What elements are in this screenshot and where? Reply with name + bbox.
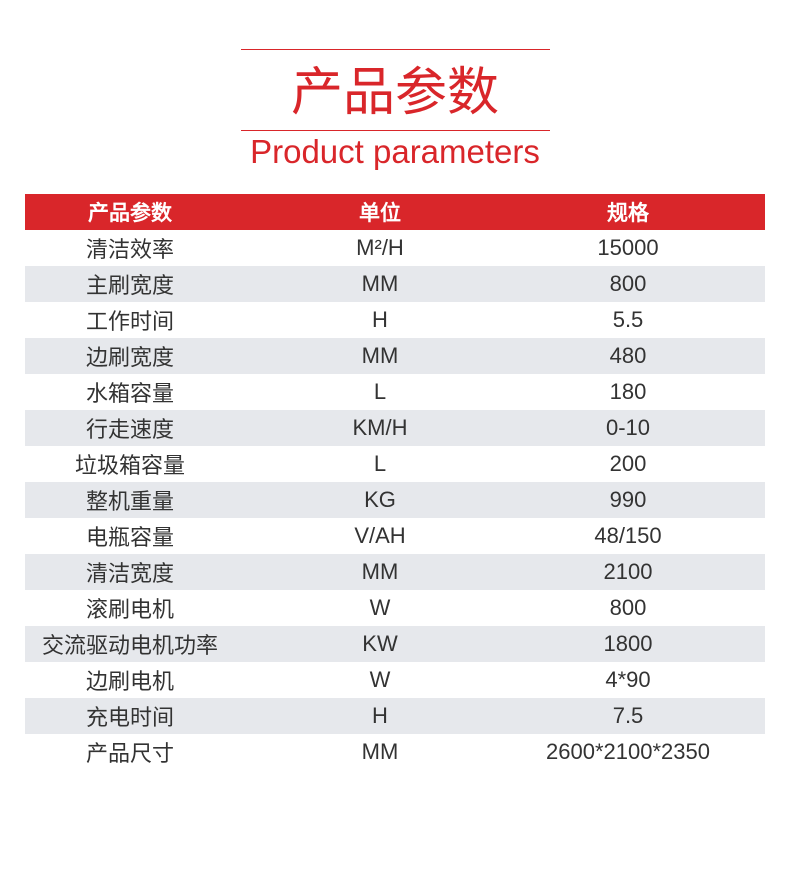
table-row: 水箱容量 L 180 — [25, 374, 765, 410]
table-cell: 整机重量 — [85, 490, 174, 515]
table-cell: 800 — [609, 271, 647, 296]
table-cell: 7.5 — [612, 703, 644, 728]
table-row: 行走速度 KM/H 0-10 — [25, 410, 765, 446]
table-cell: L — [373, 379, 387, 404]
table-cell: 主刷宽度 — [85, 274, 174, 299]
table-cell: 清洁宽度 — [85, 562, 174, 587]
table-row: 产品尺寸 MM 2600*2100*2350 — [25, 734, 765, 770]
table-cell: 480 — [609, 343, 647, 368]
table-cell: 充电时间 — [85, 706, 174, 731]
table-cell: 清洁效率 — [85, 238, 174, 263]
table-cell: KW — [362, 631, 398, 656]
header-cell: 单位 — [359, 201, 401, 225]
table-cell: 15000 — [597, 235, 659, 260]
table-row: 边刷宽度 MM 480 — [25, 338, 765, 374]
table-cell: KG — [364, 487, 396, 512]
top-divider — [241, 49, 550, 50]
table-row: 交流驱动电机功率 KW 1800 — [25, 626, 765, 662]
table-cell: 1800 — [603, 631, 653, 656]
table-cell: W — [369, 595, 391, 620]
table-row: 滚刷电机 W 800 — [25, 590, 765, 626]
table-row: 主刷宽度 MM 800 — [25, 266, 765, 302]
table-cell: KM/H — [352, 415, 408, 440]
table-cell: 48/150 — [594, 523, 662, 548]
middle-divider — [241, 130, 550, 131]
table-cell: MM — [361, 343, 399, 368]
table-cell: 5.5 — [612, 307, 644, 332]
table-cell: 行走速度 — [85, 418, 174, 443]
page-title: 产品参数 — [290, 63, 499, 123]
table-cell: 滚刷电机 — [85, 598, 174, 623]
header-cell: 产品参数 — [88, 201, 172, 225]
table-row: 清洁效率 M²/H 15000 — [25, 230, 765, 266]
table-row: 清洁宽度 MM 2100 — [25, 554, 765, 590]
table-cell: 0-10 — [605, 415, 651, 440]
table-cell: 800 — [609, 595, 647, 620]
parameters-table: 产品参数 单位 规格 清洁效率 M²/H 15000 主刷宽度 MM 800 工作时间 H 5.… — [25, 194, 765, 770]
table-cell: 4*90 — [605, 667, 651, 692]
table-cell: 180 — [609, 379, 647, 404]
table-cell: 2600*2100*2350 — [546, 739, 710, 764]
table-row: 垃圾箱容量 L 200 — [25, 446, 765, 482]
table-row: 充电时间 H 7.5 — [25, 698, 765, 734]
table-row: 电瓶容量 V/AH 48/150 — [25, 518, 765, 554]
table-header: 产品参数 单位 规格 — [25, 194, 765, 230]
table-row: 工作时间 H 5.5 — [25, 302, 765, 338]
table-cell: H — [372, 307, 388, 332]
table-cell: V/AH — [354, 523, 406, 548]
table-cell: 2100 — [603, 559, 653, 584]
table-cell: 水箱容量 — [85, 382, 174, 407]
table-cell: M²/H — [356, 235, 404, 260]
table-cell: 交流驱动电机功率 — [41, 634, 218, 659]
header-cell: 规格 — [607, 201, 649, 225]
table-cell: 垃圾箱容量 — [74, 454, 185, 479]
table-row: 整机重量 KG 990 — [25, 482, 765, 518]
table-cell: W — [369, 667, 391, 692]
table-cell: MM — [361, 739, 399, 764]
table-cell: 产品尺寸 — [85, 742, 174, 767]
table-cell: 200 — [609, 451, 647, 476]
table-cell: 边刷电机 — [85, 670, 174, 695]
table-cell: 电瓶容量 — [85, 526, 174, 551]
page-subtitle: Product parameters — [250, 133, 540, 170]
table-cell: 工作时间 — [85, 310, 174, 335]
table-cell: MM — [361, 271, 399, 296]
table-row: 边刷电机 W 4*90 — [25, 662, 765, 698]
table-cell: MM — [361, 559, 399, 584]
table-cell: H — [372, 703, 388, 728]
table-cell: 990 — [609, 487, 647, 512]
table-cell: L — [373, 451, 387, 476]
table-cell: 边刷宽度 — [85, 346, 174, 371]
